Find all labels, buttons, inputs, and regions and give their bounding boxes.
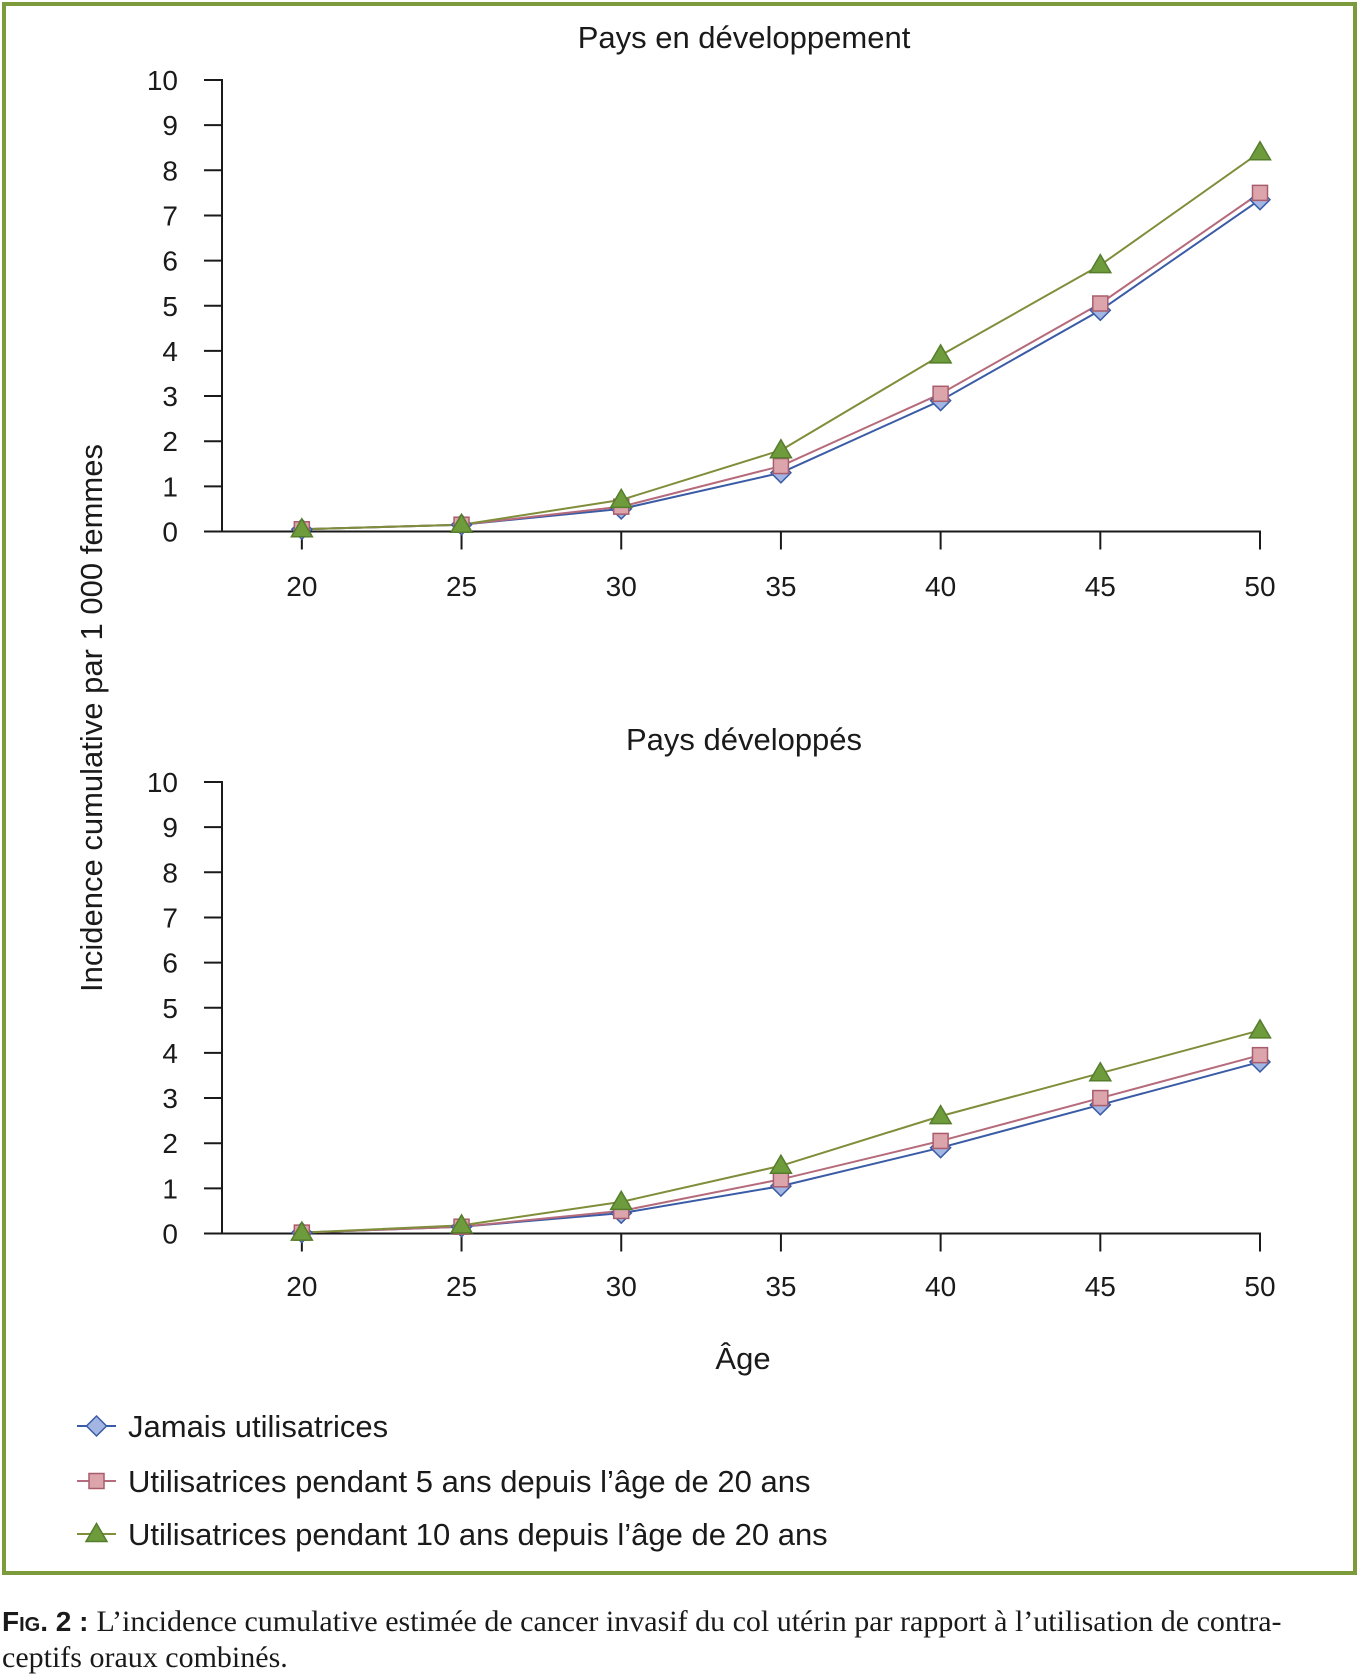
y-tick-label: 5 [162,291,178,322]
legend-label: Utilisatrices pendant 10 ans depuis l’âg… [128,1517,828,1552]
series-3-point [609,487,634,509]
x-axis-label: Âge [715,1341,770,1376]
triangle-marker-icon [84,1522,109,1543]
series-3-point [928,1104,953,1125]
legend-item-never-users: Jamais utilisatrices [77,1409,388,1444]
x-tick-label: 20 [286,571,317,602]
x-tick-label: 50 [1244,571,1275,602]
series-3-point [290,517,314,538]
x-tick-label: 40 [925,1271,956,1302]
y-tick-label: 0 [162,1219,178,1250]
caption-label: Fig. 2 : [2,1606,89,1637]
y-tick-label: 3 [162,1083,178,1114]
series-3-point [769,438,793,459]
x-tick-label: 45 [1085,1271,1116,1302]
y-tick-label: 5 [162,993,178,1024]
series-3-point [449,512,474,533]
series-2-point [932,385,949,403]
data-points [290,1018,1272,1244]
square-marker-icon [88,1472,105,1490]
x-tick-label: 25 [446,571,477,602]
y-tick-label: 0 [162,517,178,548]
series-1-line [301,1060,1261,1234]
series-lines [301,1029,1261,1234]
series-2-point [1092,1089,1109,1107]
caption-line-2: ceptifs oraux combinés. [2,1640,1357,1676]
y-tick-label: 6 [162,948,178,979]
caption-line-1: Fig. 2 : L’incidence cumulative estimée d… [2,1604,1357,1640]
legend-label: Jamais utilisatrices [128,1409,388,1444]
y-tick-label: 10 [147,767,178,798]
y-tick-label: 1 [162,471,178,502]
legend-swatch [77,1472,116,1490]
x-tick-label: 25 [446,1271,477,1302]
series-3-point [449,1213,474,1234]
diamond-marker-icon [85,1414,108,1438]
y-tick-label: 4 [162,1038,178,1069]
series-2-point [932,1132,949,1150]
y-tick-label: 8 [162,857,178,888]
x-tick-label: 30 [606,571,637,602]
series-3-point [769,1153,793,1175]
series-3-point [1088,1061,1113,1082]
y-tick-label: 2 [162,426,178,457]
figure-caption: Fig. 2 : L’incidence cumulative estimée d… [2,1604,1357,1676]
legend-swatch [77,1522,116,1543]
legend-swatch [77,1414,116,1438]
x-tick-label: 30 [606,1271,637,1302]
series-2-point [1251,184,1269,202]
x-tick-label: 35 [765,571,796,602]
chart-title: Pays en développement [578,20,911,55]
y-tick-label: 9 [162,812,178,843]
legend: Jamais utilisatrices Utilisatrices penda… [77,1409,828,1552]
series-3-point [1088,253,1113,274]
y-tick-label: 8 [162,155,178,186]
y-tick-label: 7 [162,902,178,933]
series-2-point [772,457,790,475]
y-tick-label: 10 [147,65,178,96]
series-3-point [609,1189,634,1211]
series-3-point [290,1220,314,1241]
y-axis-label: Incidence cumulative par 1 000 femmes [74,444,109,992]
series-3-point [1248,140,1272,161]
legend-label: Utilisatrices pendant 5 ans depuis l’âge… [128,1464,810,1499]
series-3-line [301,1029,1261,1234]
legend-item-users-5-years: Utilisatrices pendant 5 ans depuis l’âge… [77,1464,810,1499]
y-tick-label: 7 [162,200,178,231]
series-2-line [301,1054,1261,1234]
y-tick-label: 2 [162,1128,178,1159]
x-tick-label: 20 [286,1271,317,1302]
chart-title: Pays développés [626,722,862,757]
y-tick-label: 1 [162,1173,178,1204]
y-tick-label: 3 [162,381,178,412]
series-2-point [1251,1046,1269,1064]
caption-text: L’incidence cumulative estimée de cancer… [96,1605,1282,1638]
x-tick-label: 35 [765,1271,796,1302]
caption-text: ceptifs oraux combinés. [2,1641,288,1674]
series-3-point [1248,1018,1272,1039]
x-tick-label: 50 [1244,1271,1275,1302]
legend-item-users-10-years: Utilisatrices pendant 10 ans depuis l’âg… [77,1517,828,1552]
y-tick-label: 9 [162,110,178,141]
y-tick-label: 6 [162,246,178,277]
x-tick-label: 45 [1085,571,1116,602]
y-tick-label: 4 [162,336,178,367]
x-tick-label: 40 [925,571,956,602]
series-2-point [1092,295,1109,312]
series-3-point [928,343,953,364]
series-2-point [772,1171,790,1188]
data-points [290,140,1272,541]
